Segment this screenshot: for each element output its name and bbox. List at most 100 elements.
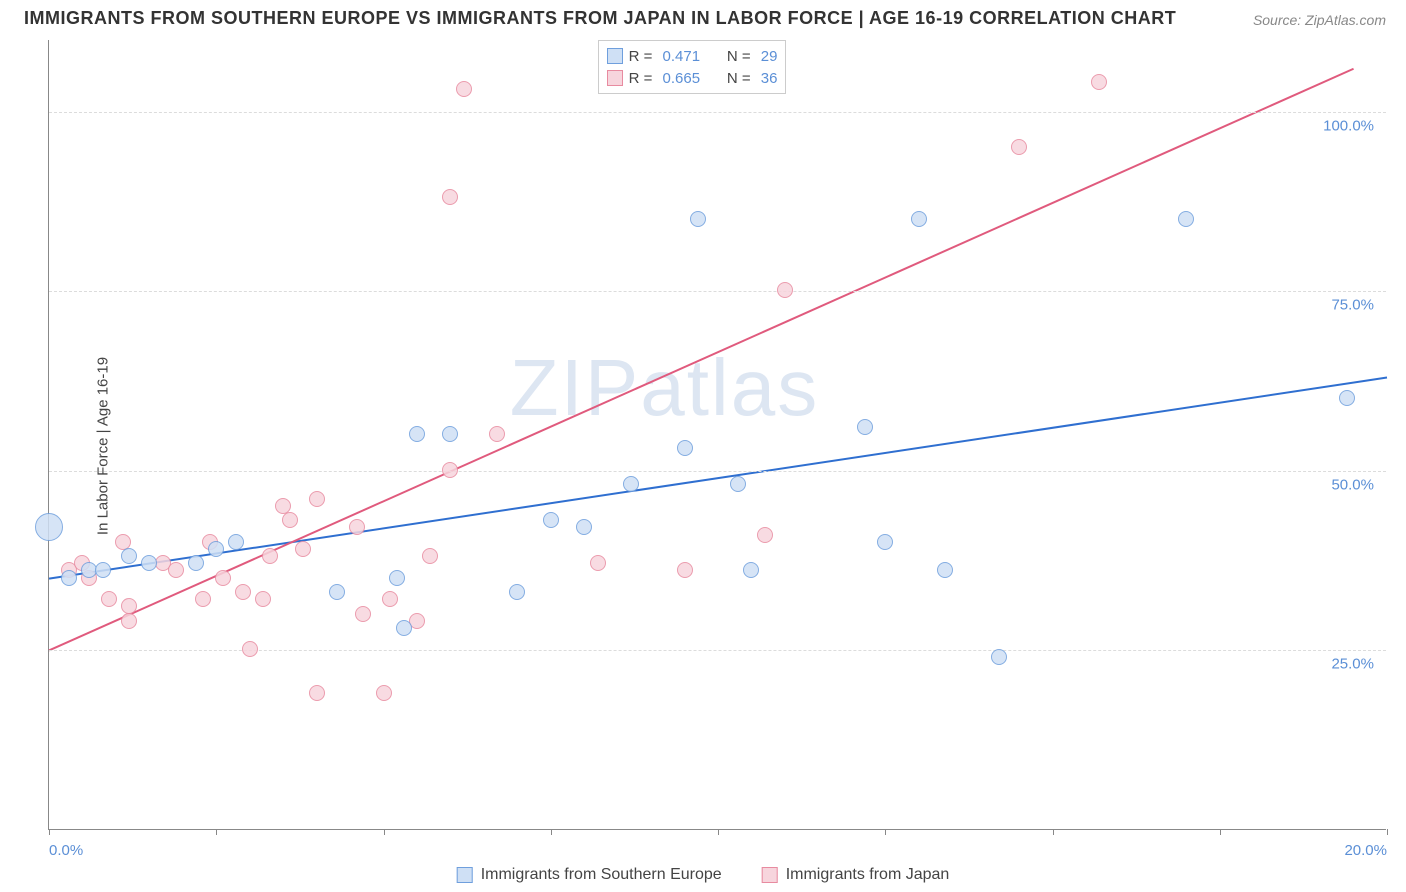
swatch-japan — [607, 70, 623, 86]
trendline-southern-europe — [49, 378, 1387, 579]
point-japan — [168, 562, 184, 578]
x-tick-mark — [1053, 829, 1054, 835]
point-japan — [456, 81, 472, 97]
point-southern-europe — [991, 649, 1007, 665]
source-attribution: Source: ZipAtlas.com — [1253, 12, 1386, 28]
point-southern-europe — [409, 426, 425, 442]
point-southern-europe — [1178, 211, 1194, 227]
x-tick-mark — [49, 829, 50, 835]
gridline-h — [49, 112, 1386, 113]
point-japan — [275, 498, 291, 514]
point-japan — [489, 426, 505, 442]
point-japan — [101, 591, 117, 607]
series-legend: Immigrants from Southern Europe Immigrant… — [457, 866, 950, 884]
y-tick-label: 100.0% — [1323, 117, 1374, 134]
point-southern-europe — [677, 440, 693, 456]
x-tick-mark — [1387, 829, 1388, 835]
point-southern-europe — [389, 570, 405, 586]
point-southern-europe — [937, 562, 953, 578]
stat-r-value: 0.471 — [663, 48, 713, 65]
point-japan — [282, 512, 298, 528]
point-japan — [757, 527, 773, 543]
point-southern-europe — [141, 555, 157, 571]
point-japan — [262, 548, 278, 564]
point-japan — [255, 591, 271, 607]
legend-item: Immigrants from Japan — [762, 866, 950, 884]
point-southern-europe — [396, 620, 412, 636]
y-tick-label: 25.0% — [1331, 656, 1374, 673]
point-southern-europe — [61, 570, 77, 586]
point-southern-europe — [95, 562, 111, 578]
stat-n-value: 29 — [761, 48, 778, 65]
plot-area: ZIPatlas R = 0.471 N = 29R = 0.665 N = 3… — [48, 40, 1386, 830]
point-japan — [376, 685, 392, 701]
point-southern-europe — [121, 548, 137, 564]
point-japan — [1091, 74, 1107, 90]
point-japan — [422, 548, 438, 564]
point-japan — [235, 584, 251, 600]
point-southern-europe — [576, 519, 592, 535]
stats-row: R = 0.471 N = 29 — [607, 45, 778, 67]
correlation-stats-box: R = 0.471 N = 29R = 0.665 N = 36 — [598, 40, 787, 94]
point-japan — [677, 562, 693, 578]
point-japan — [215, 570, 231, 586]
stat-n-value: 36 — [761, 70, 778, 87]
point-japan — [121, 613, 137, 629]
point-southern-europe — [857, 419, 873, 435]
point-japan — [349, 519, 365, 535]
x-tick-label: 0.0% — [49, 842, 83, 859]
gridline-h — [49, 291, 1386, 292]
y-tick-label: 75.0% — [1331, 297, 1374, 314]
point-japan — [442, 189, 458, 205]
legend-label: Immigrants from Japan — [786, 866, 950, 884]
point-southern-europe — [1339, 390, 1355, 406]
point-japan — [590, 555, 606, 571]
stat-r-label: R = — [629, 70, 657, 87]
point-southern-europe — [442, 426, 458, 442]
point-southern-europe — [911, 211, 927, 227]
stats-row: R = 0.665 N = 36 — [607, 67, 778, 89]
gridline-h — [49, 471, 1386, 472]
x-tick-mark — [551, 829, 552, 835]
point-japan — [777, 282, 793, 298]
x-tick-label: 20.0% — [1344, 842, 1387, 859]
swatch-southern-europe — [607, 48, 623, 64]
point-japan — [309, 491, 325, 507]
point-southern-europe — [730, 476, 746, 492]
x-tick-mark — [718, 829, 719, 835]
legend-item: Immigrants from Southern Europe — [457, 866, 722, 884]
point-japan — [1011, 139, 1027, 155]
stat-r-label: R = — [629, 48, 657, 65]
point-southern-europe — [208, 541, 224, 557]
point-southern-europe — [188, 555, 204, 571]
point-southern-europe — [228, 534, 244, 550]
y-tick-label: 50.0% — [1331, 476, 1374, 493]
stat-n-label: N = — [719, 48, 755, 65]
point-japan — [309, 685, 325, 701]
stat-r-value: 0.665 — [663, 70, 713, 87]
point-southern-europe — [35, 513, 63, 541]
stat-n-label: N = — [719, 70, 755, 87]
legend-swatch — [762, 867, 778, 883]
point-southern-europe — [690, 211, 706, 227]
point-southern-europe — [743, 562, 759, 578]
x-tick-mark — [1220, 829, 1221, 835]
x-tick-mark — [885, 829, 886, 835]
trendline-japan — [49, 69, 1354, 651]
x-tick-mark — [216, 829, 217, 835]
legend-label: Immigrants from Southern Europe — [481, 866, 722, 884]
point-southern-europe — [543, 512, 559, 528]
point-japan — [295, 541, 311, 557]
legend-swatch — [457, 867, 473, 883]
chart-title: IMMIGRANTS FROM SOUTHERN EUROPE VS IMMIG… — [24, 8, 1176, 29]
point-japan — [382, 591, 398, 607]
x-tick-mark — [384, 829, 385, 835]
point-southern-europe — [623, 476, 639, 492]
trend-lines-layer — [49, 40, 1386, 829]
point-japan — [355, 606, 371, 622]
point-japan — [195, 591, 211, 607]
point-southern-europe — [329, 584, 345, 600]
point-japan — [242, 641, 258, 657]
point-southern-europe — [509, 584, 525, 600]
point-southern-europe — [877, 534, 893, 550]
